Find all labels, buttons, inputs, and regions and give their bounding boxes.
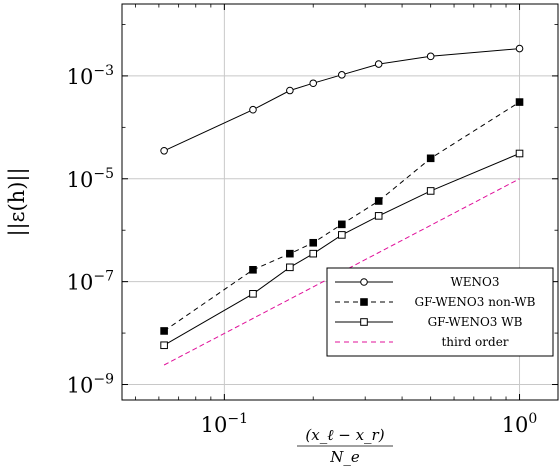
data-point: [249, 265, 257, 274]
data-point: [309, 249, 318, 258]
data-point: [374, 60, 383, 68]
y-axis-label: ||ε(h)||: [5, 167, 30, 236]
data-point: [160, 327, 168, 335]
legend-entry: GF-WENO3 WB: [335, 315, 523, 329]
x-tick-label: 100: [502, 411, 538, 437]
x-tick-label: 10−1: [201, 411, 248, 437]
x-axis-label-denominator: N_e: [329, 448, 360, 466]
data-point: [360, 278, 368, 286]
data-point: [515, 149, 524, 158]
data-point: [426, 187, 435, 195]
y-tick-label: 10−5: [67, 166, 114, 192]
data-point: [426, 52, 435, 61]
legend-label: third order: [441, 335, 508, 349]
legend-entry: third order: [335, 335, 509, 349]
data-point: [426, 154, 435, 163]
series-line: [163, 101, 520, 332]
x-axis-label: (x_ℓ − x_r) N_e: [297, 426, 393, 466]
data-point: [338, 71, 346, 79]
data-point: [515, 98, 524, 106]
data-point: [374, 197, 383, 205]
series-gf-weno3-non-wb: [160, 98, 524, 335]
series-gf-weno3-wb: [160, 149, 524, 350]
data-point: [338, 231, 346, 239]
data-point: [160, 341, 168, 350]
x-axis-label-numerator: (x_ℓ − x_r): [305, 426, 384, 444]
data-point: [360, 298, 368, 306]
legend-label: GF-WENO3 WB: [428, 315, 523, 329]
series-line: [163, 48, 520, 152]
legend-entry: GF-WENO3 non-WB: [335, 295, 536, 309]
data-point: [249, 290, 257, 298]
data-point: [286, 86, 294, 95]
y-tick-label: 10−9: [67, 372, 114, 398]
tick-labels: 10−1 100 10−3 10−5 10−7 10−9: [67, 63, 538, 437]
plot-frame: [121, 3, 559, 401]
tick-marks: [122, 4, 558, 400]
data-point: [286, 249, 294, 258]
data-point: [515, 44, 524, 53]
data-point: [309, 238, 318, 247]
legend: WENO3 GF-WENO3 non-WB GF-WENO3 WB third ord…: [326, 267, 554, 357]
data-point: [360, 318, 368, 326]
data-point: [286, 263, 294, 272]
data-point: [309, 79, 318, 88]
data-point: [338, 220, 346, 229]
data-point: [160, 146, 168, 155]
y-tick-label: 10−3: [67, 63, 114, 89]
y-tick-label: 10−7: [67, 269, 114, 295]
data-point: [374, 212, 383, 220]
series-line: [163, 153, 520, 346]
legend-label: GF-WENO3 non-WB: [415, 295, 536, 309]
data-point: [249, 105, 257, 114]
legend-entry: WENO3: [335, 275, 500, 289]
series-weno3: [160, 44, 524, 155]
legend-label: WENO3: [450, 275, 499, 289]
